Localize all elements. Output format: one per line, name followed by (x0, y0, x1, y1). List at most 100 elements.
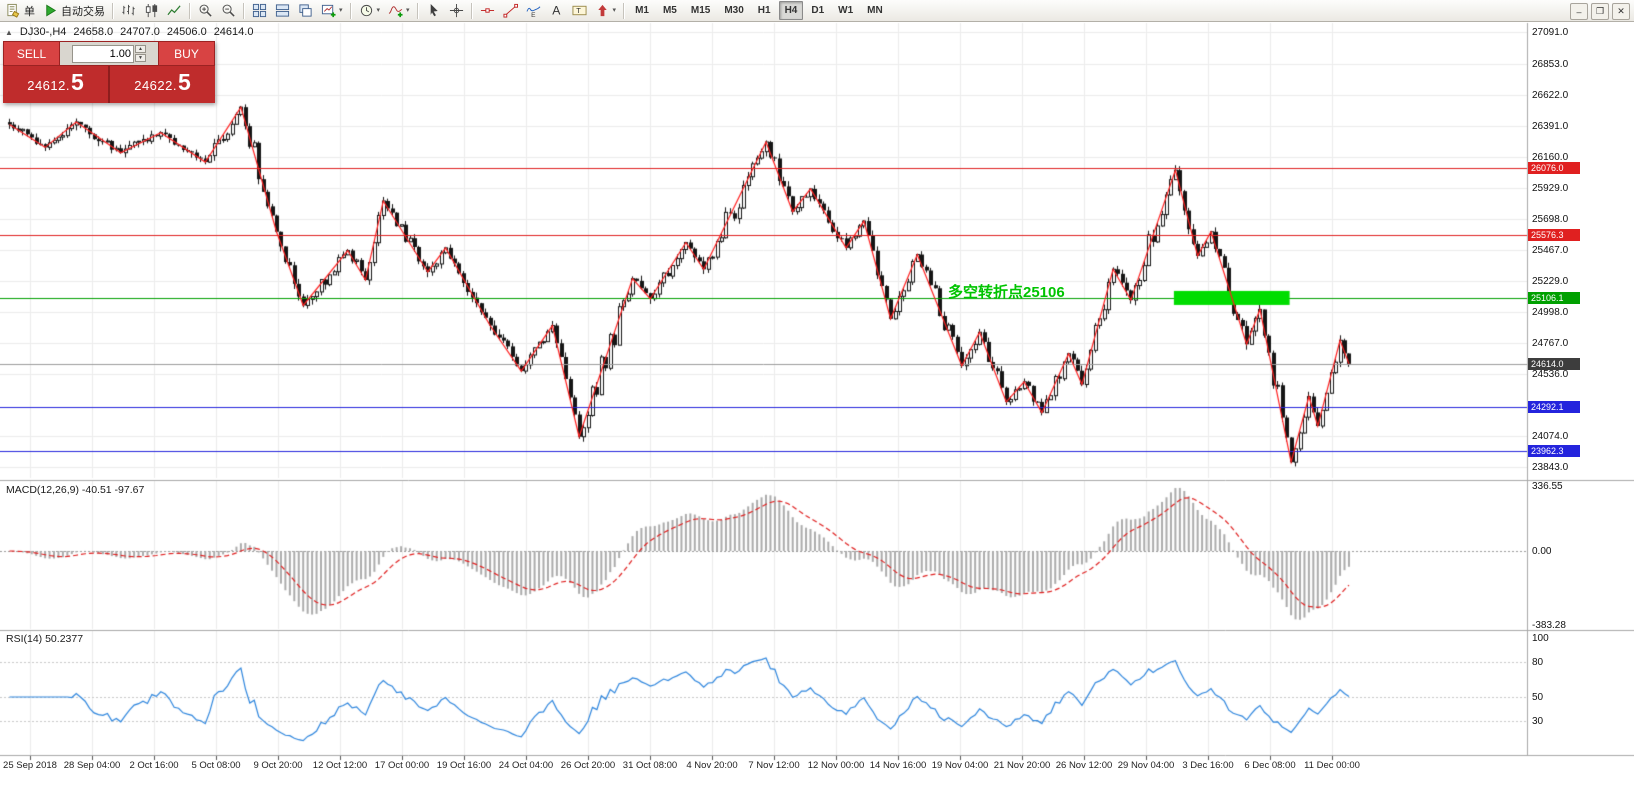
time-axis-label: 3 Dec 16:00 (1182, 760, 1234, 771)
time-axis-label: 7 Nov 12:00 (748, 760, 800, 771)
text-tool-icon: A (549, 3, 564, 18)
price-scale-label: 26853.0 (1532, 58, 1569, 70)
time-axis-label: 2 Oct 16:00 (129, 760, 179, 771)
new-order-button[interactable]: 单 (2, 0, 39, 21)
toolbar-separator (349, 2, 352, 19)
autotrade-label: 自动交易 (61, 5, 105, 18)
macd-indicator-label: MACD(12,26,9) -40.51 -97.67 (6, 484, 145, 496)
volume-stepper: ▲ ▼ (135, 45, 146, 62)
bar-chart-icon (121, 3, 136, 18)
timeframe-button-m15[interactable]: M15 (690, 5, 711, 16)
rsi-scale-label: 50 (1532, 692, 1544, 703)
dropdown-caret-icon: ▾ (339, 7, 343, 14)
indicators-menu-button[interactable]: ▾ (384, 0, 414, 21)
volume-input[interactable] (72, 44, 134, 63)
bid-price-main: 24612. (27, 78, 70, 93)
text-label-icon: T (572, 3, 587, 18)
zoom-out-icon (221, 3, 236, 18)
svg-text:E: E (531, 12, 536, 18)
time-axis-label: 5 Oct 08:00 (191, 760, 241, 771)
new-chart-icon (321, 3, 336, 18)
ohlc-close: 24614.0 (213, 26, 254, 38)
time-axis-label: 11 Dec 00:00 (1304, 760, 1360, 771)
ohlc-low: 24506.0 (166, 26, 207, 38)
price-scale-label: 25229.0 (1532, 276, 1569, 288)
tile-windows-icon (252, 3, 267, 18)
trendline-button[interactable] (499, 0, 522, 21)
new-chart-button[interactable]: ▾ (317, 0, 347, 21)
timeframe-button-d1[interactable]: D1 (811, 5, 825, 16)
time-axis-label: 21 Nov 20:00 (993, 760, 1051, 771)
bid-price-big-digit: 5 (70, 69, 84, 95)
new-order-icon (6, 3, 21, 18)
svg-text:T: T (576, 6, 581, 15)
autotrade-button[interactable]: 自动交易 (39, 0, 109, 21)
indicators-menu-icon (388, 3, 403, 18)
price-level-badge: 25106.1 (1528, 291, 1580, 304)
crosshair-button[interactable] (445, 0, 468, 21)
price-level-badge: 25576.3 (1528, 228, 1580, 241)
rsi-scale-label: 30 (1532, 715, 1544, 727)
time-axis-label: 26 Oct 20:00 (560, 760, 616, 771)
trendline-icon (503, 3, 518, 18)
text-tool-button[interactable]: A (545, 0, 568, 21)
macd-scale-label: -383.28 (1532, 620, 1566, 632)
close-button[interactable]: ✕ (1612, 3, 1630, 20)
volume-control: ▲ ▼ (60, 41, 158, 66)
timeframe-button-h1[interactable]: H1 (757, 5, 771, 16)
buy-button[interactable]: BUY (158, 41, 215, 66)
timeframes-menu-button[interactable]: ▾ (355, 0, 385, 21)
text-label-button[interactable]: T (568, 0, 591, 21)
time-axis-label: 31 Oct 08:00 (622, 760, 678, 771)
volume-up-button[interactable]: ▲ (135, 45, 146, 53)
price-level-badge: 26076.0 (1528, 162, 1580, 174)
volume-down-button[interactable]: ▼ (135, 54, 146, 62)
price-scale-label: 27091.0 (1532, 27, 1569, 39)
cascade-windows-button[interactable] (294, 0, 317, 21)
horizontal-line-button[interactable] (476, 0, 499, 21)
dropdown-caret-icon: ▾ (612, 7, 617, 14)
minimize-button[interactable]: – (1570, 3, 1588, 20)
arrange-windows-button[interactable] (271, 0, 294, 21)
price-scale-label: 25467.0 (1532, 244, 1569, 256)
timeframe-button-m1[interactable]: M1 (635, 5, 649, 16)
restore-button[interactable]: ❐ (1591, 3, 1609, 20)
timeframe-button-m5[interactable]: M5 (662, 5, 677, 16)
candlestick-chart-button[interactable] (140, 0, 163, 21)
timeframe-button-w1[interactable]: W1 (838, 5, 854, 16)
ask-price[interactable]: 24622. 5 (110, 66, 215, 103)
symbol-icon: ▲ (5, 27, 13, 37)
elliott-wave-button[interactable]: E (522, 0, 545, 21)
timeframe-button-mn[interactable]: MN (867, 5, 883, 16)
cursor-button[interactable] (422, 0, 445, 21)
price-scale-label: 24998.0 (1532, 307, 1569, 319)
timeframes-menu-icon (359, 3, 374, 18)
bar-chart-button[interactable] (117, 0, 140, 21)
arrow-tools-button[interactable]: ▾ (591, 0, 621, 21)
tile-windows-button[interactable] (248, 0, 271, 21)
line-chart-icon (167, 3, 182, 18)
toolbar-separator (416, 2, 419, 19)
time-axis-label: 14 Nov 16:00 (869, 760, 927, 771)
time-axis-label: 28 Sep 04:00 (63, 760, 121, 771)
window-controls: – ❐ ✕ (1570, 3, 1630, 20)
bid-price[interactable]: 24612. 5 (3, 66, 110, 103)
arrow-tools-icon (595, 3, 610, 18)
price-scale-label: 26391.0 (1532, 120, 1569, 132)
line-chart-button[interactable] (163, 0, 186, 21)
trade-panel-top-row: SELL ▲ ▼ BUY (3, 41, 215, 66)
time-axis-label: 19 Nov 04:00 (931, 760, 989, 771)
timeframe-button-h4[interactable]: H4 (778, 1, 804, 20)
zoom-out-button[interactable] (217, 0, 240, 21)
zoom-in-button[interactable] (194, 0, 217, 21)
time-axis-label: 12 Oct 12:00 (312, 760, 368, 771)
toolbar-separator (243, 2, 245, 19)
candlestick-chart-icon (144, 3, 159, 18)
sell-button[interactable]: SELL (3, 41, 60, 66)
macd-scale-label: 0.00 (1532, 546, 1552, 557)
timeframe-button-m30[interactable]: M30 (724, 5, 744, 16)
rsi-scale-label: 100 (1532, 633, 1549, 644)
